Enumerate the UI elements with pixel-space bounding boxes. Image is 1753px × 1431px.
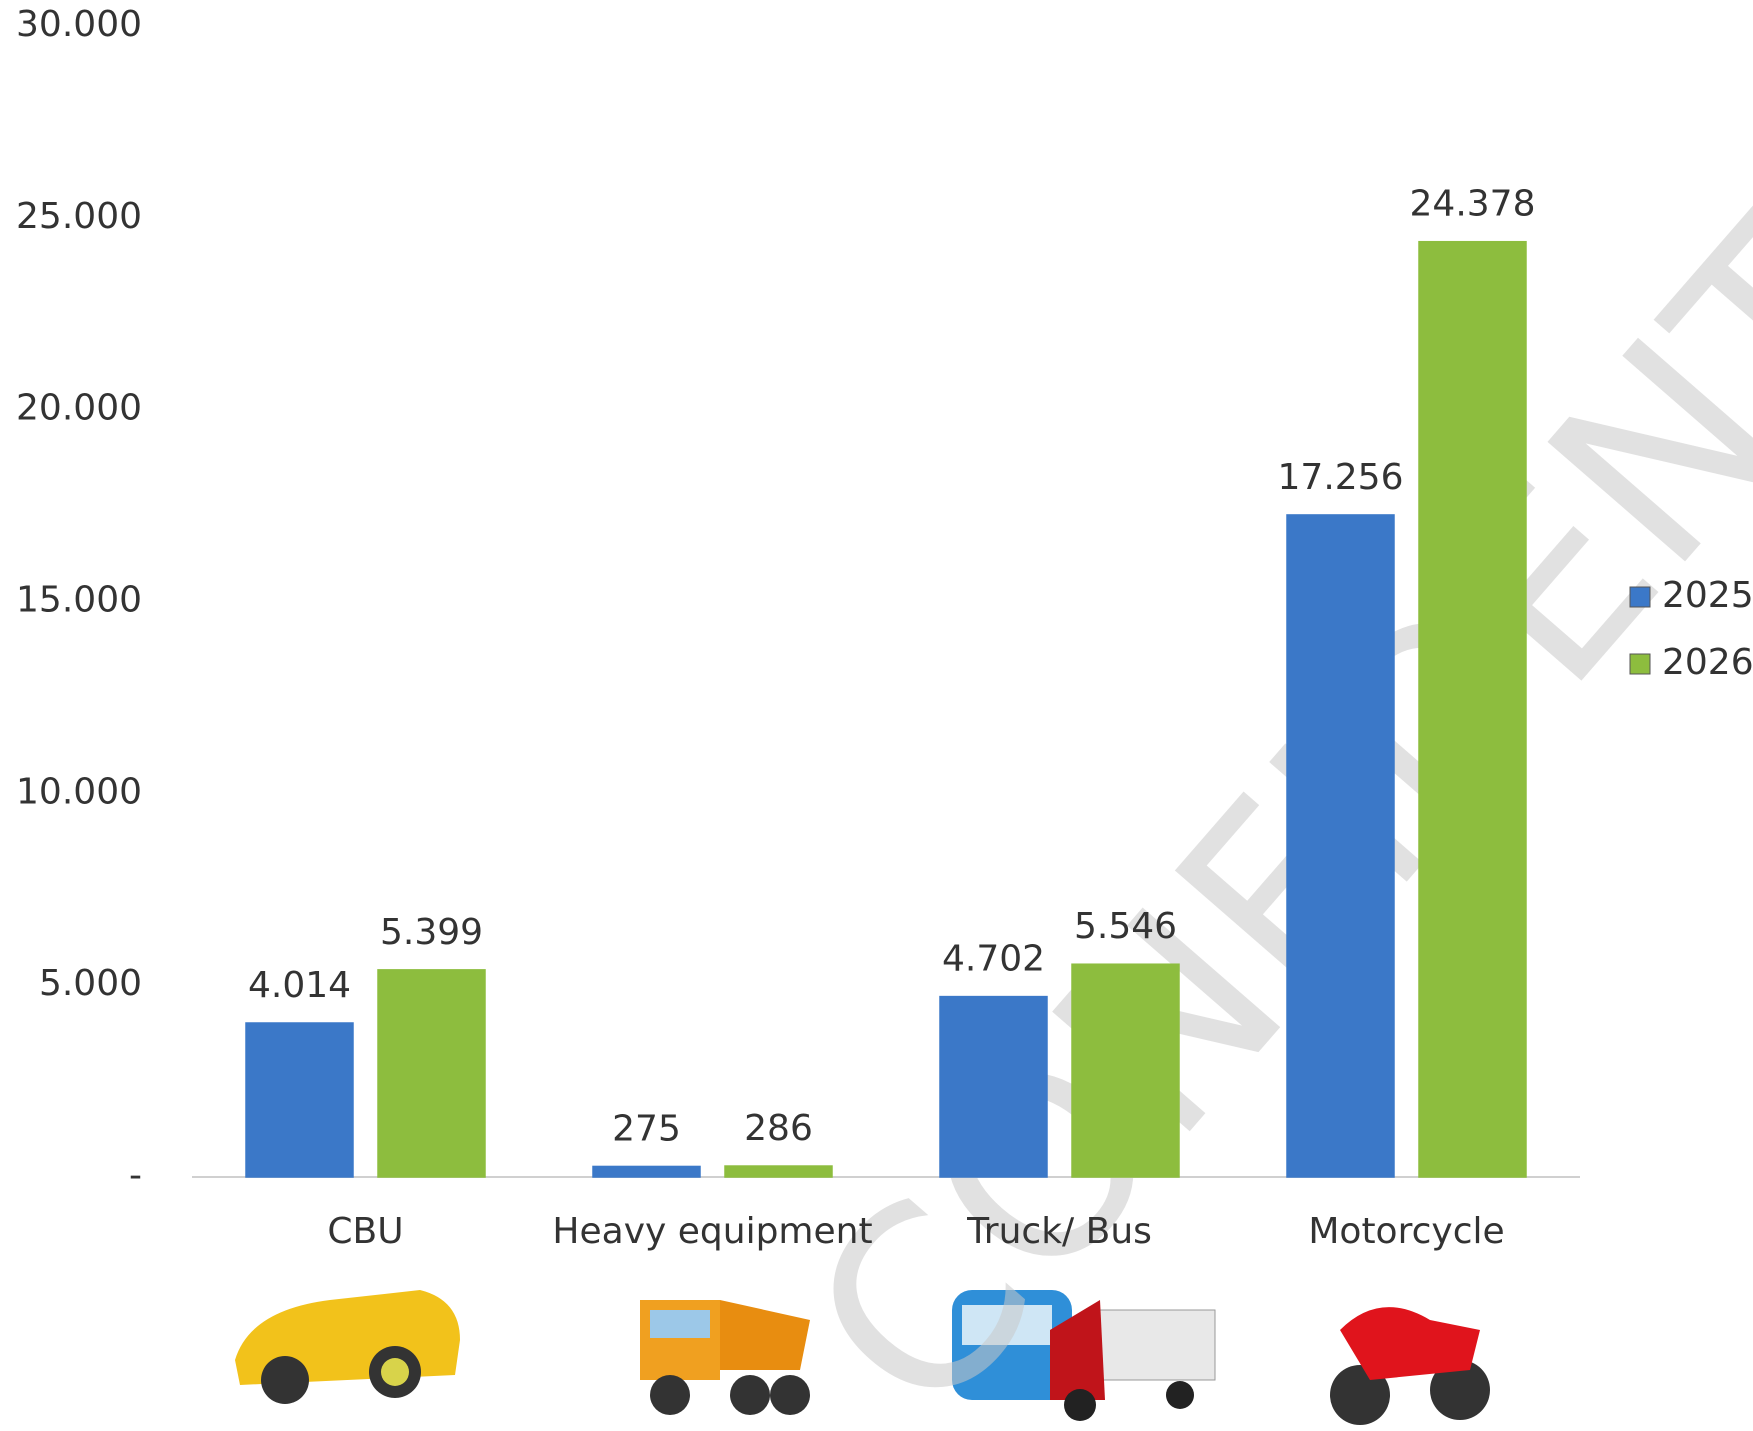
value-label: 5.546 <box>1074 906 1177 947</box>
value-label: 4.702 <box>942 939 1045 980</box>
value-label: 286 <box>744 1108 813 1149</box>
value-label: 17.256 <box>1278 457 1404 498</box>
y-tick-label: 30.000 <box>16 4 142 45</box>
bar <box>724 1165 833 1178</box>
legend-label: 2025 <box>1662 575 1753 616</box>
bar <box>1418 240 1527 1178</box>
y-tick-label: 10.000 <box>16 771 142 812</box>
value-label: 5.399 <box>380 912 483 953</box>
x-tick-label: Motorcycle <box>1308 1211 1504 1252</box>
y-tick-label: 5.000 <box>39 963 142 1004</box>
bar <box>1071 963 1180 1178</box>
y-tick-label: 20.000 <box>16 388 142 429</box>
y-tick-label: 25.000 <box>16 196 142 237</box>
value-label: 24.378 <box>1410 184 1536 225</box>
watermark: CONFIDENTIAL <box>755 0 1753 1431</box>
x-tick-label: CBU <box>327 1211 403 1252</box>
x-tick-label: Truck/ Bus <box>966 1211 1152 1252</box>
bar <box>592 1165 701 1178</box>
legend-swatch <box>1629 653 1651 675</box>
bar <box>939 995 1048 1178</box>
x-tick-label: Heavy equipment <box>552 1211 872 1252</box>
value-label: 275 <box>612 1108 681 1149</box>
bar <box>245 1022 354 1178</box>
legend-swatch <box>1629 586 1651 608</box>
car-icon <box>235 1290 460 1404</box>
motorcycle-icon <box>1330 1307 1490 1425</box>
vehicle-icons <box>235 1290 1490 1425</box>
value-label: 4.014 <box>248 965 351 1006</box>
legend-label: 2026 <box>1662 642 1753 683</box>
bus-truck-icon <box>952 1290 1216 1421</box>
truck-icon <box>640 1300 810 1415</box>
y-tick-label: 15.000 <box>16 580 142 621</box>
bar <box>377 969 486 1178</box>
bar <box>1286 514 1395 1178</box>
y-tick-label: - <box>129 1155 142 1196</box>
